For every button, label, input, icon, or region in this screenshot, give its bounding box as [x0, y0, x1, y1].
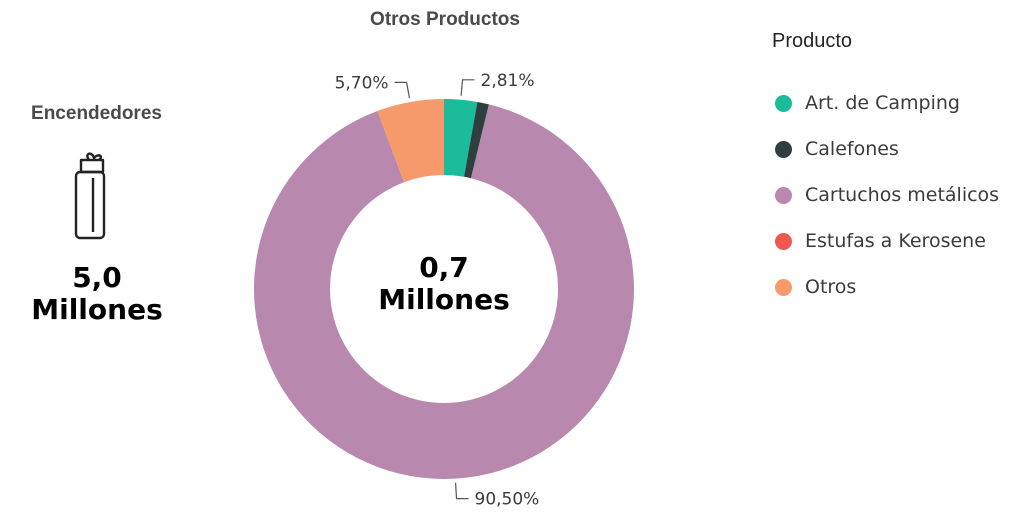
donut-slice[interactable]: [444, 99, 478, 177]
center-value-unit: Millones: [378, 283, 510, 316]
legend-dot-icon: [775, 94, 792, 112]
legend-title: Producto: [772, 30, 853, 52]
legend: Producto Art. de Camping Calefones Cartu…: [772, 30, 999, 310]
leader-line: [460, 79, 475, 96]
lighter-icon: [72, 150, 112, 246]
slice-data-label: 90,50%: [475, 490, 540, 510]
legend-label: Art. de Camping: [805, 92, 960, 114]
donut-slice[interactable]: [377, 99, 444, 183]
donut-chart: 2,81% 90,50% 5,70%: [254, 71, 635, 510]
legend-item[interactable]: Otros: [772, 264, 999, 310]
chart-title: Otros Productos: [370, 9, 520, 30]
center-value-number: 0,7: [419, 251, 469, 284]
legend-label: Cartuchos metálicos: [805, 184, 1000, 206]
legend-dot-icon: [775, 186, 792, 204]
legend-dot-icon: [775, 278, 792, 296]
donut-slice[interactable]: [254, 104, 635, 480]
legend-label: Estufas a Kerosene: [805, 230, 986, 252]
leader-line: [454, 482, 469, 500]
legend-item[interactable]: Estufas a Kerosene: [772, 218, 999, 264]
leader-line: [394, 81, 411, 99]
donut-center-value: 0,7 Millones: [334, 252, 554, 316]
slice-data-label: 2,81%: [481, 71, 535, 91]
legend-item[interactable]: Art. de Camping: [772, 80, 999, 126]
kpi-value: 5,0 Millones: [0, 262, 194, 326]
legend-label: Otros: [805, 276, 857, 298]
legend-item[interactable]: Cartuchos metálicos: [772, 172, 999, 218]
donut-slice[interactable]: [464, 101, 489, 179]
slice-data-label: 5,70%: [335, 73, 389, 93]
legend-label: Calefones: [805, 138, 899, 160]
kpi-value-number: 5,0: [72, 261, 122, 294]
kpi-title: Encendedores: [31, 103, 162, 124]
legend-dot-icon: [775, 140, 792, 158]
legend-dot-icon: [775, 232, 792, 250]
legend-item[interactable]: Calefones: [772, 126, 999, 172]
kpi-value-unit: Millones: [31, 293, 163, 326]
